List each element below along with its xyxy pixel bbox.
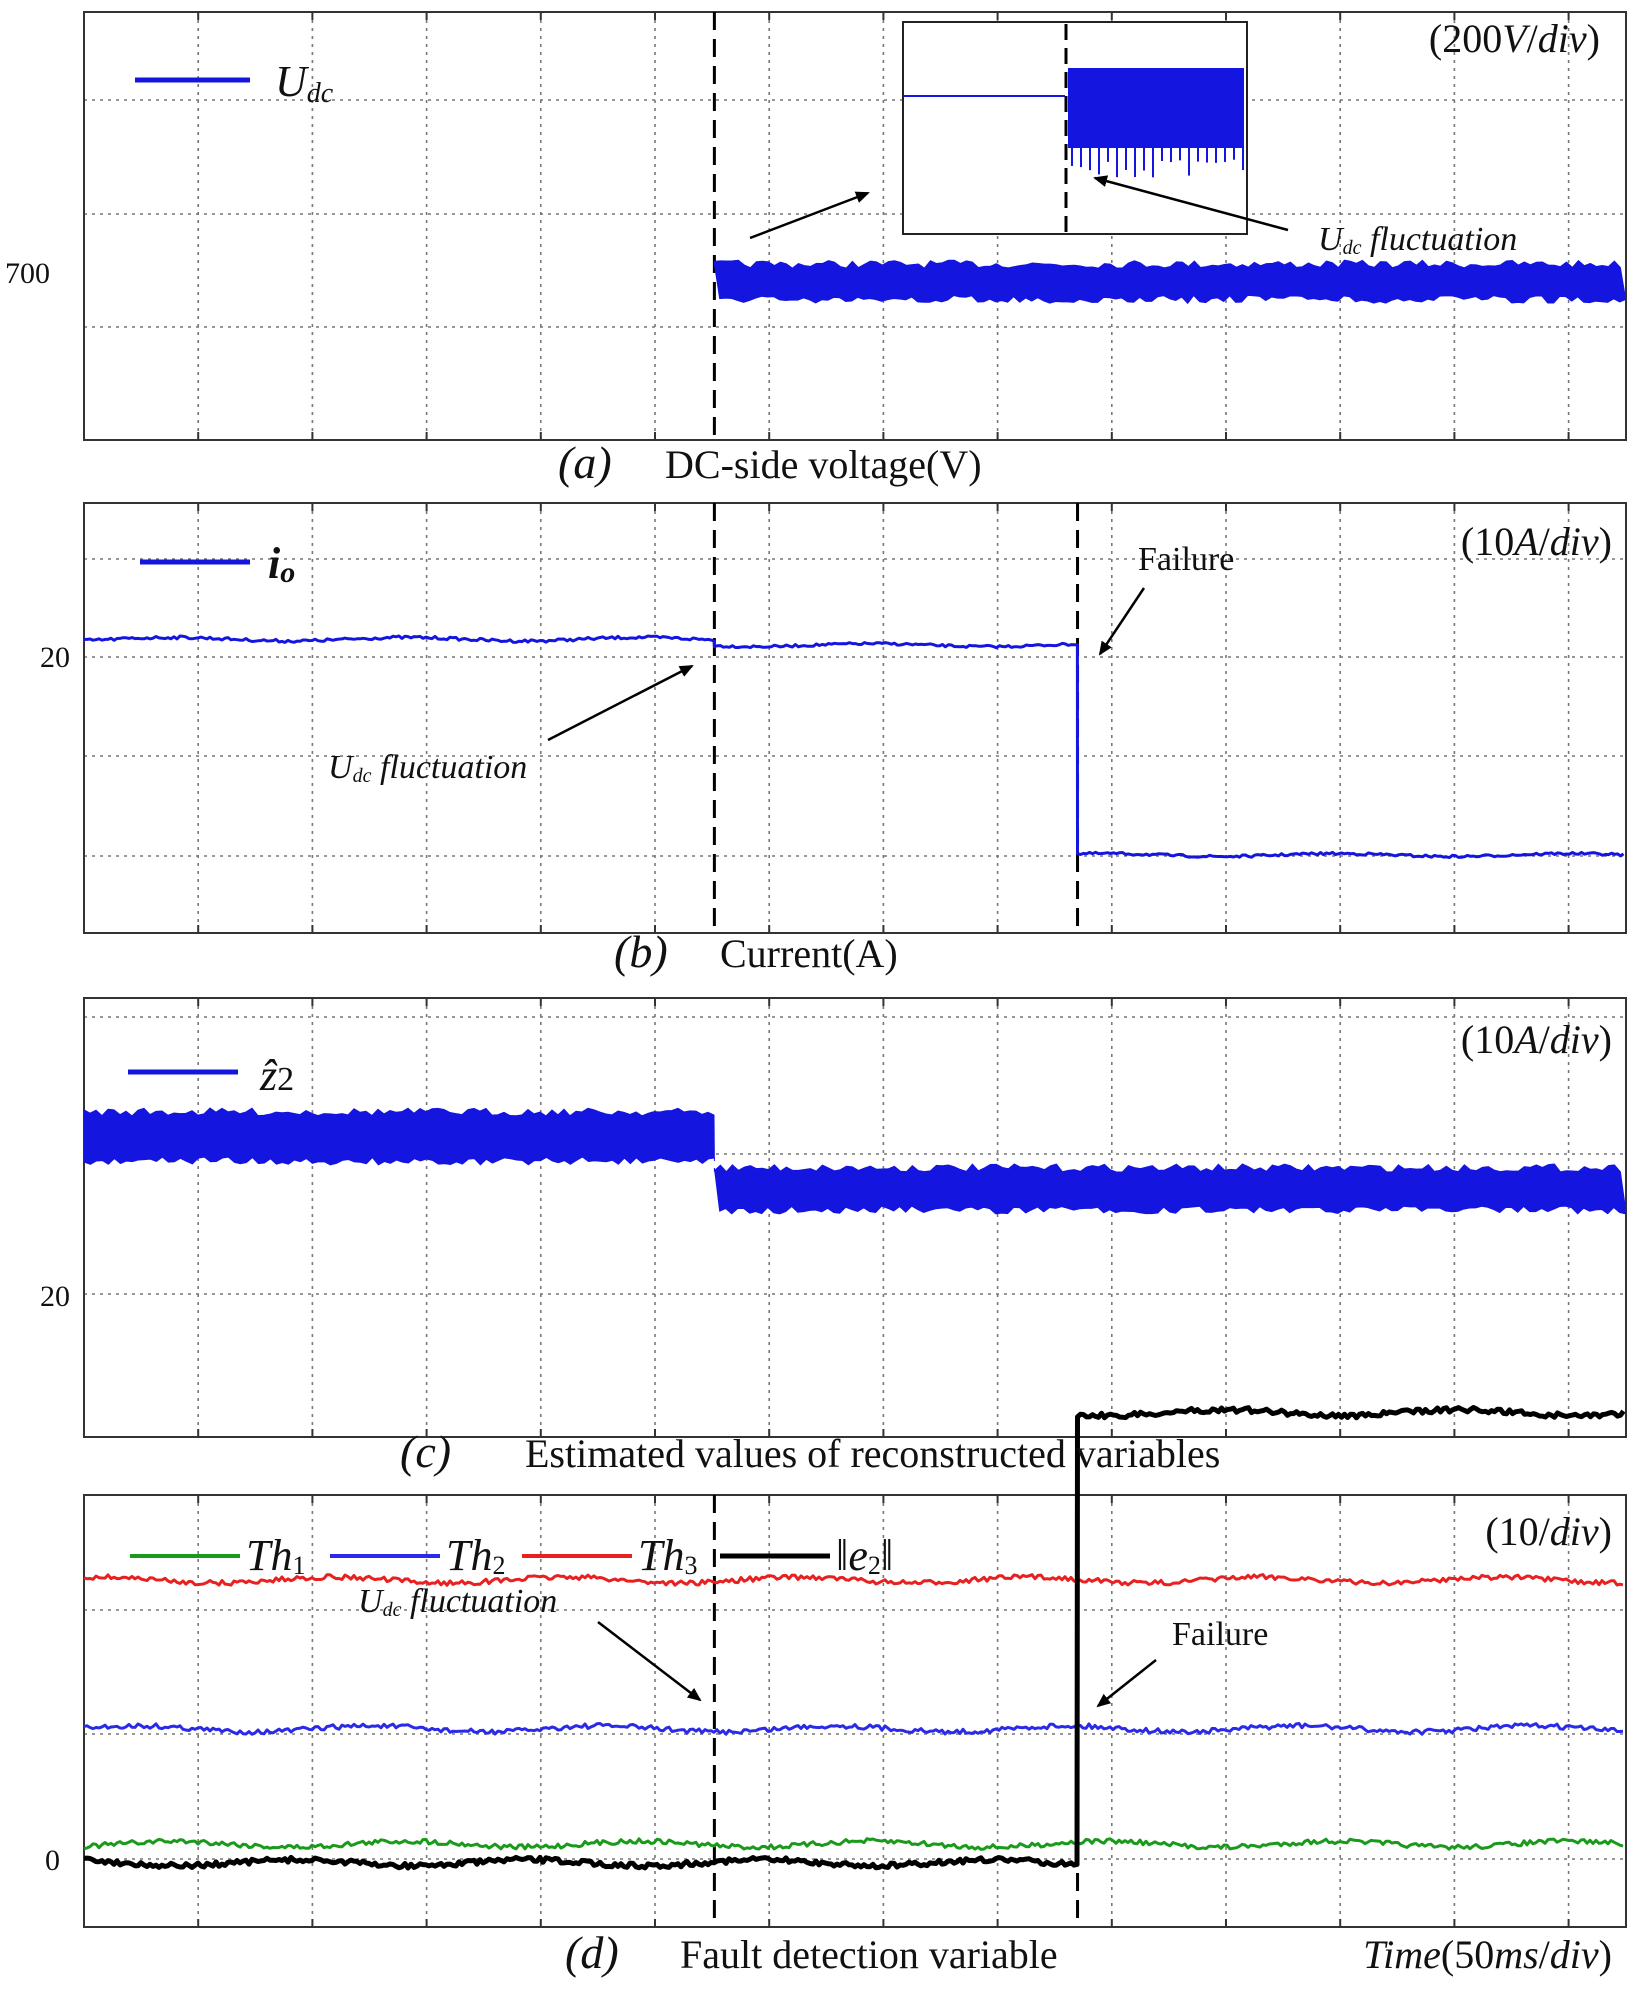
panel-c-caption-letter: (c) [400,1426,451,1477]
panel-d-failure-arrow [1096,1659,1157,1708]
legend-th1-label: Th1 [246,1531,305,1580]
panel-b-scale: (10A/div) [1461,519,1612,564]
panel-a-caption-letter: (a) [558,437,612,488]
panel-d-annotation: Udc fluctuation [358,1583,557,1621]
panel-a-grid [83,11,1627,441]
legend-th2-label: Th2 [446,1531,505,1580]
panel-b-annotation: Udc fluctuation [328,749,527,787]
panel-a-annotation: Udc fluctuation [1318,221,1517,259]
trace-ẑ2-band [83,1107,715,1166]
panel-b-caption-letter: (b) [614,926,668,977]
panel-b-ytick: 20 [40,641,70,674]
panel-b-annotation-arrow [547,664,694,742]
trace-Th3 [83,1573,1624,1587]
panel-d-caption: Fault detection variable [680,1932,1058,1977]
trace-io [84,634,1625,860]
panel-a-legend-label: Udc [275,57,334,109]
panel-b-failure-label: Failure [1138,541,1234,578]
panel-d-frame [83,1494,1627,1928]
panel-c-legend-label: ẑ2 [259,1051,294,1100]
panel-d-failure-label: Failure [1172,1616,1268,1653]
panel-c-grid [83,997,1627,1438]
panel-d-ytick: 0 [45,1844,60,1877]
panel-d-scale: (10/div) [1485,1509,1612,1554]
inset-pointer-arrow [749,191,870,240]
panel-c-caption: Estimated values of reconstructed variab… [525,1431,1220,1476]
panel-d-xlabel: Time(50ms/div) [1363,1932,1612,1977]
panel-b-failure-arrow [1098,587,1146,656]
trace-Th1 [83,1837,1624,1851]
panel-a-caption: DC-side voltage(V) [665,442,982,487]
panel-c-frame [83,997,1627,1438]
panel-b-frame [83,502,1627,934]
trace-Th2 [83,1722,1624,1736]
panel-d-grid [83,1494,1627,1928]
panel-a-ytick: 700 [5,257,50,290]
legend-e2-label: ‖e2‖ [836,1531,893,1580]
panel-d-caption-letter: (d) [565,1927,619,1978]
legend-th3-label: Th3 [638,1531,697,1580]
panel-c-scale: (10A/div) [1461,1017,1612,1062]
inset-trace-after [1068,68,1244,148]
panel-b-grid [83,502,1627,934]
panel-d-annotation-arrow [597,1621,702,1702]
panel-d-legend: Th1 Th2 Th3 ‖e2‖ [130,1531,893,1580]
panel-b-caption: Current(A) [720,931,898,976]
panel-a-scale: (200V/div) [1429,16,1600,61]
panel-b-legend-label: io [268,539,295,589]
panel-a-frame [83,11,1627,441]
trace-ẑ2-band [713,1163,1627,1215]
panel-c-ytick: 20 [40,1280,70,1313]
trace-‖e2‖ [83,1405,1626,1871]
trace-Udc-band [713,259,1627,305]
panel-a-annotation-arrow [1093,175,1289,232]
inset-spikes [1071,146,1244,178]
